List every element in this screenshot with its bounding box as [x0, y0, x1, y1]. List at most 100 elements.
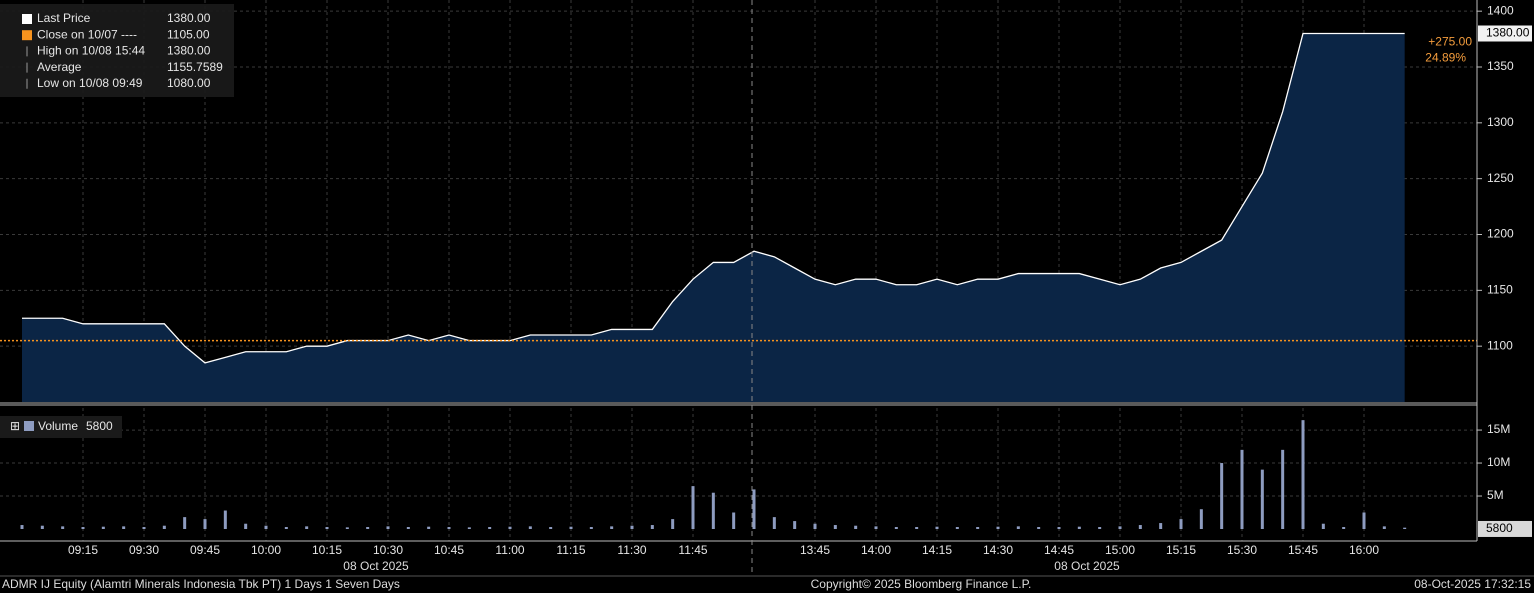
volume-bar [1362, 512, 1366, 529]
volume-bar [1057, 527, 1061, 529]
volume-bar [386, 526, 390, 529]
volume-bar [325, 527, 329, 529]
volume-bar [305, 526, 309, 529]
volume-bar [996, 526, 1000, 529]
volume-bar [244, 523, 248, 529]
legend-label: Average [37, 60, 82, 74]
volume-bar [40, 525, 44, 529]
y-tick-label: 5M [1487, 488, 1504, 502]
volume-bar [1159, 523, 1163, 529]
panel-separator [0, 402, 1477, 406]
volume-bar [1077, 526, 1081, 529]
x-tick-label: 15:30 [1227, 543, 1257, 557]
volume-tag [1478, 520, 1532, 537]
x-tick-label: 10:15 [312, 543, 342, 557]
volume-bar [366, 527, 370, 529]
volume-bar [1281, 449, 1285, 529]
legend-value: 1080.00 [167, 76, 211, 90]
y-tick-label: 1250 [1487, 171, 1514, 185]
volume-bar [1098, 527, 1102, 529]
volume-bar [20, 525, 24, 529]
legend-value: 1155.7589 [167, 60, 223, 74]
x-tick-label: 11:30 [617, 543, 646, 557]
x-tick-label: 11:00 [495, 543, 524, 557]
date-label: 08 Oct 2025 [1054, 559, 1120, 573]
volume-bar [915, 527, 919, 529]
collapse-icon: ⊞ [10, 419, 20, 433]
x-tick-label: 09:15 [68, 543, 98, 557]
volume-bar [630, 525, 634, 529]
volume-bar [1403, 527, 1407, 529]
volume-bar [1301, 420, 1305, 529]
y-tick-label: 1200 [1487, 227, 1514, 241]
volume-bar [894, 527, 898, 529]
volume-bar [732, 512, 736, 529]
legend: Last Price 1380.00 Close on 10/07 ---- 1105… [22, 11, 223, 90]
volume-bar [569, 526, 573, 529]
legend-label: Close on 10/07 ---- [37, 27, 137, 41]
volume-bar [772, 517, 776, 529]
legend-swatch [22, 30, 32, 41]
volume-bar [691, 486, 695, 529]
x-tick-label: 11:15 [556, 543, 585, 557]
volume-bar [223, 510, 227, 529]
volume-bar [671, 519, 675, 529]
y-tick-label: 1150 [1487, 283, 1513, 297]
volume-bar [976, 527, 980, 529]
date-label: 08 Oct 2025 [343, 559, 409, 573]
y-tick-label: 1400 [1487, 3, 1514, 17]
x-tick-label: 14:30 [983, 543, 1013, 557]
x-tick-label: 14:00 [861, 543, 891, 557]
x-tick-label: 14:45 [1044, 543, 1074, 557]
volume-bar [203, 519, 207, 529]
y-tick-label: 1300 [1487, 115, 1514, 129]
volume-bar [833, 525, 837, 529]
change-label: +275.00 [1428, 35, 1472, 49]
volume-bar [955, 527, 959, 529]
volume-legend-value: 5800 [86, 419, 113, 433]
volume-bar [1260, 469, 1264, 529]
x-tick-label: 13:45 [800, 543, 830, 557]
volume-bar [427, 526, 431, 529]
x-tick-label: 09:30 [129, 543, 159, 557]
volume-bar [345, 527, 349, 529]
volume-bar [447, 527, 451, 529]
y-tick-label: 1100 [1487, 338, 1513, 352]
volume-bar [183, 517, 187, 529]
x-tick-label: 15:15 [1166, 543, 1196, 557]
footer-timestamp: 08-Oct-2025 17:32:15 [1414, 577, 1531, 591]
volume-bar [1321, 523, 1325, 529]
volume-bar [467, 527, 471, 529]
x-tick-label: 15:45 [1288, 543, 1318, 557]
volume-bar [81, 527, 85, 529]
x-tick-label: 09:45 [190, 543, 220, 557]
volume-swatch [24, 421, 34, 431]
volume-bar [406, 527, 410, 529]
volume-tag-label: 5800 [1486, 521, 1513, 535]
x-tick-label: 14:15 [922, 543, 952, 557]
volume-bar [793, 521, 797, 529]
volume-bar [61, 526, 65, 529]
last-price-tag-label: 1380.00 [1486, 26, 1530, 40]
volume-bar [488, 527, 492, 529]
volume-bar [1382, 526, 1386, 529]
volume-bar [142, 527, 146, 529]
legend-value: 1105.00 [167, 27, 210, 41]
volume-bar [752, 519, 756, 529]
volume-bar [264, 525, 268, 529]
footer-security: ADMR IJ Equity (Alamtri Minerals Indones… [2, 577, 400, 591]
y-tick-label: 10M [1487, 455, 1510, 469]
volume-bar [284, 527, 288, 529]
volume-bar [813, 523, 817, 529]
legend-label: Low on 10/08 09:49 [37, 76, 143, 90]
last-price-tag [1478, 25, 1532, 42]
volume-bar [528, 526, 532, 529]
volume-bar [1342, 527, 1346, 529]
volume-bar [711, 492, 715, 529]
legend-box [0, 4, 234, 97]
volume-bar [122, 526, 126, 529]
volume-bar [508, 526, 512, 529]
volume-bar [935, 526, 939, 529]
plot [0, 32, 1477, 529]
